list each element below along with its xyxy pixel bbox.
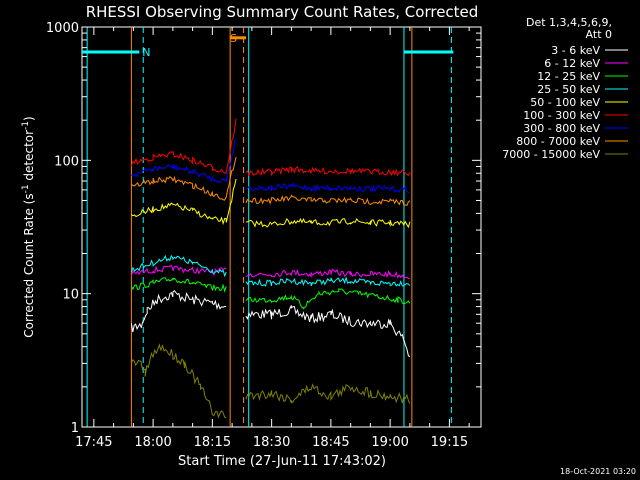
series-line-3-1	[245, 276, 411, 287]
series-line-5-1	[245, 166, 411, 177]
timestamp: 18-Oct-2021 03:20	[560, 467, 636, 476]
legend-header-line2: Att 0	[586, 28, 612, 41]
x-tick-label-6: 19:15	[431, 435, 468, 450]
y-axis-label-main: Corrected Count Rate (s	[22, 193, 36, 337]
series-group	[130, 118, 411, 419]
legend-label-3: 25 - 50 keV	[537, 83, 600, 96]
legend-label-8: 7000 - 15000 keV	[502, 148, 600, 161]
y-tick-label-1: 10	[62, 288, 79, 303]
legend-label-5: 100 - 300 keV	[523, 109, 600, 122]
legend-label-6: 300 - 800 keV	[523, 122, 600, 135]
x-tick-label-3: 18:30	[253, 435, 290, 450]
chart-title: RHESSI Observing Summary Count Rates, Co…	[86, 3, 479, 21]
series-line-7-1	[245, 194, 411, 207]
series-line-5-0	[130, 118, 237, 174]
series-line-1-0	[130, 264, 227, 277]
series-line-1-1	[245, 268, 410, 280]
y-tick-label-2: 100	[54, 154, 79, 169]
y-axis-label: Corrected Count Rate (s-1 detector-1)	[21, 116, 36, 337]
x-tick-label-5: 19:00	[371, 435, 408, 450]
legend-header-line1: Det 1,3,4,5,6,9,	[526, 16, 612, 29]
series-line-4-0	[131, 178, 237, 226]
y-axis-label-mid: detector	[22, 130, 36, 185]
series-line-0-1	[245, 305, 411, 357]
series-line-6-1	[245, 182, 410, 194]
y-axis-label-end: )	[22, 116, 36, 121]
legend-label-1: 6 - 12 keV	[544, 57, 600, 70]
series-line-6-0	[131, 138, 237, 183]
series-line-4-1	[245, 217, 411, 229]
x-tick-label-1: 18:00	[134, 435, 171, 450]
y-tick-label-0: 1	[71, 421, 79, 436]
x-tick-label-0: 17:45	[75, 435, 112, 450]
legend-label-2: 12 - 25 keV	[537, 70, 600, 83]
plot-frame	[81, 26, 482, 428]
series-line-8-0	[130, 343, 227, 419]
legend-label-0: 3 - 6 keV	[551, 44, 600, 57]
flag-label-S: S	[230, 32, 237, 45]
series-line-2-0	[130, 277, 227, 293]
series-line-3-0	[130, 254, 227, 278]
legend-label-7: 800 - 7000 keV	[516, 135, 600, 148]
flag-bars: NS	[82, 32, 454, 59]
flag-label-N: N	[142, 46, 150, 59]
x-tick-label-4: 18:45	[312, 435, 349, 450]
y-axis-label-sup1: -1	[21, 184, 31, 193]
x-tick-label-2: 18:15	[194, 435, 231, 450]
series-line-0-0	[130, 289, 227, 333]
vertical-markers	[86, 27, 452, 427]
y-axis-ticks: 1 10 100 1000	[46, 21, 481, 436]
x-axis-label: Start Time (27-Jun-11 17:43:02)	[178, 454, 386, 469]
legend-label-4: 50 - 100 keV	[530, 96, 600, 109]
series-line-7-0	[131, 156, 237, 201]
series-line-8-1	[245, 383, 411, 404]
y-tick-label-3: 1000	[46, 21, 79, 36]
series-line-2-1	[245, 288, 411, 310]
x-axis-ticks: 17:45 18:00 18:15 18:30 18:45 19:00 19:15	[75, 27, 470, 450]
y-axis-label-sup2: -1	[21, 121, 31, 130]
